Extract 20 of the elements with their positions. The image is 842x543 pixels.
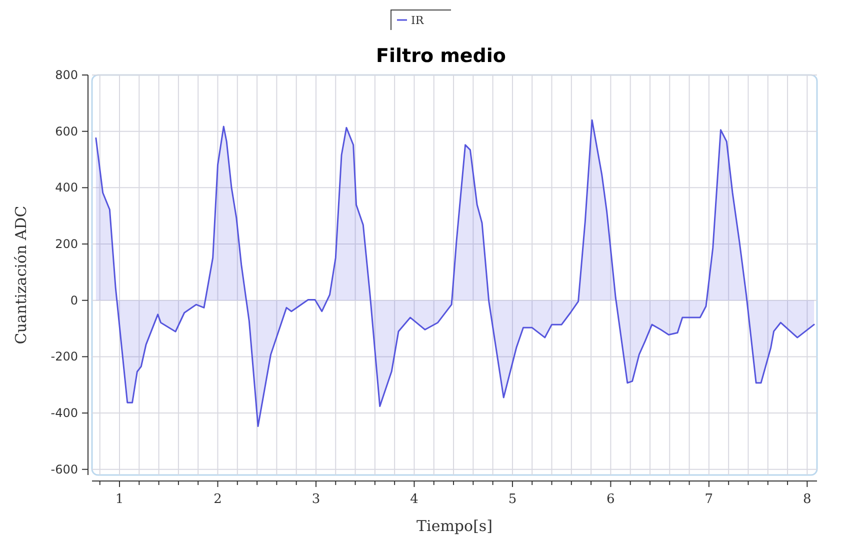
x-tick-label: 6 [606, 492, 615, 507]
x-tick-label: 3 [312, 492, 320, 507]
x-tick-label: 5 [508, 492, 517, 507]
x-tick-label: 7 [704, 492, 714, 507]
y-tick-label: -200 [50, 350, 78, 364]
chart-title: Filtro medio [376, 45, 506, 67]
x-tick-label: 2 [214, 492, 222, 507]
y-tick-label: 400 [55, 180, 78, 195]
x-axis-title: Tiempo[s] [416, 517, 492, 535]
y-tick-label: 600 [55, 124, 78, 138]
y-tick-label: -600 [50, 462, 78, 476]
x-tick-label: 1 [115, 492, 124, 507]
x-tick-label: 4 [410, 492, 418, 507]
y-tick-label: -400 [50, 406, 78, 420]
y-tick-label: 200 [55, 237, 78, 252]
legend-label: IR [411, 14, 424, 27]
x-tick-label: 8 [803, 492, 812, 507]
y-tick-label: 0 [70, 293, 78, 308]
y-axis-title: Cuantización ADC [12, 206, 30, 344]
y-tick-label: 800 [55, 68, 78, 82]
